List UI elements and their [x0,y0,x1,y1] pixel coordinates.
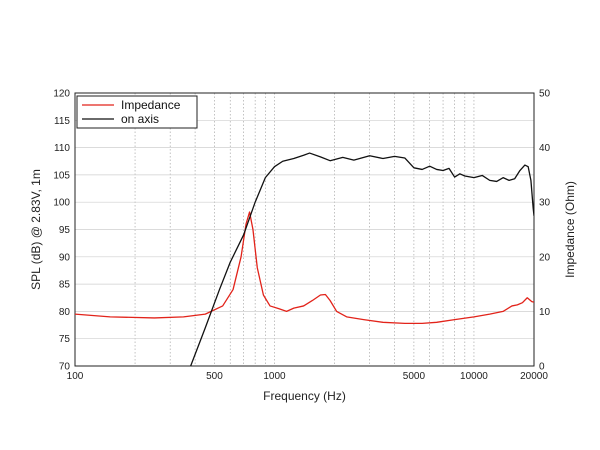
y-tick-label: 80 [59,307,71,318]
series-line-on-axis [190,152,534,366]
y-tick-label: 120 [53,89,70,100]
y-tick-label: 85 [59,280,71,291]
y2-tick-label: 40 [539,143,551,154]
legend-label-on-axis: on axis [121,112,159,126]
y2-axis-title: Impedance (Ohm) [563,181,577,278]
grid [75,93,534,366]
y2-tick-label: 0 [539,362,545,373]
x-tick-label: 500 [206,371,223,382]
y2-tick-label: 30 [539,198,551,209]
series-line-impedance [75,211,534,325]
x-axis-title: Frequency (Hz) [263,389,346,403]
y-tick-label: 75 [59,334,71,345]
y2-tick-label: 10 [539,307,551,318]
y-tick-label: 105 [53,170,70,181]
y2-tick-label: 50 [539,89,551,100]
y-tick-label: 100 [53,198,70,209]
y2-tick-label: 20 [539,252,551,263]
x-tick-label: 10000 [460,371,488,382]
y-tick-label: 115 [54,116,70,127]
legend: Impedance on axis [76,95,198,129]
plot-frame [74,92,535,367]
series [75,152,534,366]
y-tick-label: 70 [59,362,71,373]
x-tick-label: 1000 [263,371,286,382]
y-tick-label: 110 [54,143,70,154]
ticks: 100 500 1000 5000 10000 200007075808590951001… [53,89,550,383]
x-tick-label: 5000 [403,371,426,382]
legend-box [76,95,198,129]
y-axis-title: SPL (dB) @ 2.83V, 1m [29,169,43,290]
x-tick-label: 100 [67,371,84,382]
x-tick-label: 20000 [520,371,548,382]
legend-label-impedance: Impedance [121,98,181,112]
y-tick-label: 95 [59,225,71,236]
y-tick-label: 90 [59,252,71,263]
